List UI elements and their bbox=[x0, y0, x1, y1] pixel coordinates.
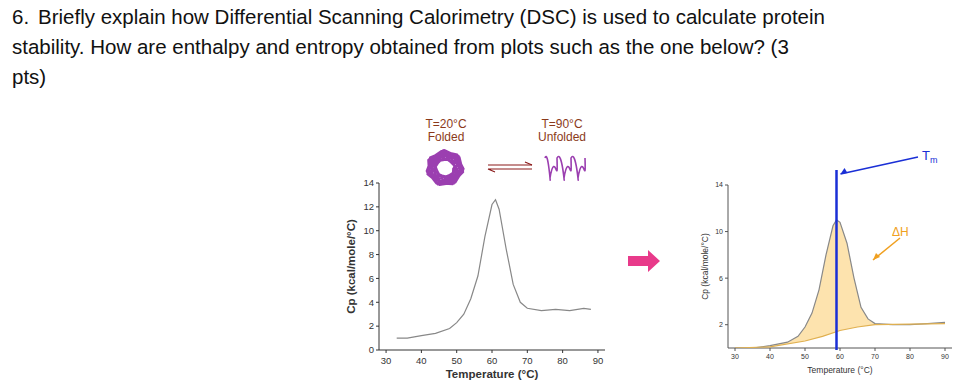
y-tick-label: 0 bbox=[369, 344, 374, 355]
y-tick-label: 2 bbox=[369, 320, 374, 331]
y-tick-label: 10 bbox=[363, 225, 374, 236]
y-tick-label: 6 bbox=[719, 275, 723, 282]
x-tick bbox=[770, 348, 771, 351]
x-tick-label: 60 bbox=[836, 353, 844, 360]
series-line bbox=[735, 324, 945, 348]
figure: 30 40 50 60 70 80 90 0 2 4 6 8 10 12 14 Temperature (°C… bbox=[0, 0, 968, 384]
y-tick bbox=[376, 278, 379, 279]
x-tick bbox=[910, 348, 911, 351]
x-tick bbox=[492, 350, 493, 353]
question-number: 6. bbox=[12, 2, 38, 32]
x-tick bbox=[875, 348, 876, 351]
x-tick bbox=[456, 350, 457, 353]
y-axis-label: Cp (kcal/mole/°C) bbox=[345, 219, 357, 314]
plot-area bbox=[735, 220, 945, 348]
question: 6.Briefly explain how Differential Scann… bbox=[12, 2, 825, 92]
y-tick-label: 14 bbox=[363, 177, 374, 188]
series-line bbox=[735, 220, 945, 348]
y-tick-label: 10 bbox=[715, 228, 723, 235]
x-tick bbox=[597, 350, 598, 353]
annotation-arrowhead bbox=[841, 168, 848, 174]
x-tick bbox=[562, 350, 563, 353]
transition-arrow bbox=[628, 250, 660, 272]
x-tick-label: 60 bbox=[487, 355, 498, 366]
y-tick bbox=[725, 278, 728, 279]
x-tick-label: 90 bbox=[941, 353, 949, 360]
chart: 30 40 50 60 70 80 90 0 2 4 6 8 10 12 14 Temperature (°C… bbox=[345, 117, 660, 380]
y-tick bbox=[725, 185, 728, 186]
y-tick bbox=[376, 206, 379, 207]
x-axis-label: Temperature (°C) bbox=[446, 368, 539, 380]
x-tick-label: 90 bbox=[593, 355, 604, 366]
x-tick-label: 40 bbox=[766, 353, 774, 360]
y-tick bbox=[376, 254, 379, 255]
annotation-arrowhead bbox=[873, 253, 880, 260]
series-line bbox=[397, 200, 591, 338]
y-tick-label: 6 bbox=[369, 273, 374, 284]
state-label: T=90°C bbox=[541, 117, 582, 131]
y-tick-label: 2 bbox=[719, 321, 723, 328]
chart: 30 40 50 60 70 80 90 2 6 10 14 Temperature (°C) Cp (… bbox=[700, 148, 952, 375]
x-tick bbox=[421, 350, 422, 353]
x-tick-label: 30 bbox=[381, 355, 392, 366]
x-tick bbox=[945, 348, 946, 351]
y-tick-label: 4 bbox=[369, 297, 374, 308]
folded-protein bbox=[426, 150, 464, 185]
y-tick-label: 12 bbox=[363, 201, 374, 212]
question-text: Briefly explain how Differential Scannin… bbox=[38, 5, 825, 28]
x-tick bbox=[527, 350, 528, 353]
y-tick bbox=[376, 326, 379, 327]
unfolded-protein bbox=[545, 156, 585, 180]
annotation-arrow bbox=[873, 238, 900, 260]
arrow bbox=[488, 164, 532, 165]
y-axis-label: Cp (kcal/mole/°C) bbox=[700, 233, 710, 300]
area-fill bbox=[735, 220, 945, 348]
y-axis bbox=[728, 185, 729, 348]
x-tick-label: 30 bbox=[731, 353, 739, 360]
state-label: Unfolded bbox=[538, 130, 586, 144]
x-tick-label: 40 bbox=[416, 355, 427, 366]
state-label: Folded bbox=[428, 130, 465, 144]
x-tick bbox=[386, 350, 387, 353]
dh-label: ΔH bbox=[892, 225, 909, 239]
y-tick bbox=[376, 230, 379, 231]
x-tick bbox=[805, 348, 806, 351]
y-axis bbox=[379, 183, 380, 350]
tm-line bbox=[835, 170, 838, 350]
tm-subscript: m bbox=[930, 155, 938, 165]
question-line: 6.Briefly explain how Differential Scann… bbox=[12, 2, 825, 32]
x-tick-label: 80 bbox=[557, 355, 568, 366]
y-tick-label: 8 bbox=[369, 249, 374, 260]
question-text: pts) bbox=[12, 65, 46, 88]
y-tick bbox=[376, 183, 379, 184]
x-axis-label: Temperature (°C) bbox=[807, 365, 872, 375]
x-tick bbox=[735, 348, 736, 351]
y-tick bbox=[725, 231, 728, 232]
y-tick-label: 14 bbox=[715, 181, 723, 188]
x-tick-label: 80 bbox=[906, 353, 914, 360]
x-tick-label: 70 bbox=[871, 353, 879, 360]
annotation-arrow bbox=[841, 157, 919, 174]
plot-area bbox=[397, 200, 591, 338]
tm-label: Tm bbox=[922, 148, 937, 165]
tm-label: T bbox=[922, 148, 930, 163]
arrow bbox=[488, 162, 532, 172]
question-line: pts) bbox=[12, 62, 825, 92]
x-tick bbox=[840, 348, 841, 351]
y-tick bbox=[725, 324, 728, 325]
x-tick-label: 50 bbox=[451, 355, 462, 366]
question-text: stability. How are enthalpy and entropy … bbox=[12, 35, 789, 58]
y-tick bbox=[376, 302, 379, 303]
x-tick-label: 50 bbox=[801, 353, 809, 360]
x-tick-label: 70 bbox=[522, 355, 533, 366]
question-line: stability. How are enthalpy and entropy … bbox=[12, 32, 825, 62]
state-label: T=20°C bbox=[425, 117, 466, 131]
y-tick bbox=[376, 350, 379, 351]
